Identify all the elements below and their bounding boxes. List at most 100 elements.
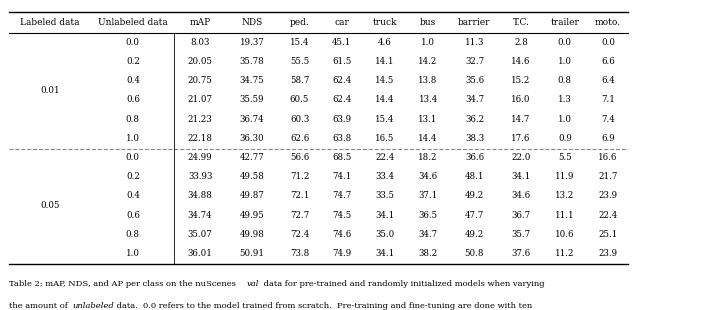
- Text: 21.23: 21.23: [188, 115, 212, 124]
- Text: data.  0.0 refers to the model trained from scratch.  Pre-training and fine-tuni: data. 0.0 refers to the model trained fr…: [114, 302, 532, 310]
- Text: data for pre-trained and randomly initialized models when varying: data for pre-trained and randomly initia…: [261, 280, 544, 288]
- Text: 21.07: 21.07: [188, 95, 212, 104]
- Text: 61.5: 61.5: [332, 57, 351, 66]
- Text: 1.0: 1.0: [558, 57, 572, 66]
- Text: 36.7: 36.7: [511, 211, 531, 220]
- Text: 0.9: 0.9: [558, 134, 572, 143]
- Text: 15.4: 15.4: [375, 115, 395, 124]
- Text: 0.0: 0.0: [601, 38, 615, 47]
- Text: 58.7: 58.7: [290, 76, 309, 85]
- Text: 34.7: 34.7: [465, 95, 484, 104]
- Text: the amount of: the amount of: [9, 302, 70, 310]
- Text: 25.1: 25.1: [598, 230, 618, 239]
- Text: 13.8: 13.8: [418, 76, 438, 85]
- Text: truck: truck: [372, 19, 397, 28]
- Text: 13.4: 13.4: [418, 95, 438, 104]
- Text: 33.5: 33.5: [375, 192, 395, 201]
- Text: 15.2: 15.2: [511, 76, 531, 85]
- Text: 62.4: 62.4: [332, 95, 351, 104]
- Text: 0.4: 0.4: [126, 76, 140, 85]
- Text: 0.0: 0.0: [558, 38, 572, 47]
- Text: 74.9: 74.9: [332, 249, 351, 258]
- Text: 50.91: 50.91: [240, 249, 264, 258]
- Text: 16.0: 16.0: [511, 95, 531, 104]
- Text: 19.37: 19.37: [240, 38, 264, 47]
- Text: 20.75: 20.75: [188, 76, 212, 85]
- Text: 35.6: 35.6: [465, 76, 484, 85]
- Text: 38.2: 38.2: [418, 249, 438, 258]
- Text: 33.4: 33.4: [375, 172, 395, 181]
- Text: 34.6: 34.6: [418, 172, 438, 181]
- Text: 0.05: 0.05: [40, 201, 60, 210]
- Text: 2.8: 2.8: [514, 38, 528, 47]
- Text: moto.: moto.: [595, 19, 621, 28]
- Text: ped.: ped.: [289, 19, 310, 28]
- Text: 49.58: 49.58: [240, 172, 264, 181]
- Text: 35.0: 35.0: [375, 230, 395, 239]
- Text: 14.1: 14.1: [375, 57, 395, 66]
- Text: 55.5: 55.5: [290, 57, 309, 66]
- Text: 13.2: 13.2: [555, 192, 575, 201]
- Text: 36.01: 36.01: [188, 249, 212, 258]
- Text: 50.8: 50.8: [464, 249, 485, 258]
- Text: 8.03: 8.03: [191, 38, 210, 47]
- Text: 36.5: 36.5: [418, 211, 438, 220]
- Text: 11.1: 11.1: [555, 211, 575, 220]
- Text: 15.4: 15.4: [290, 38, 309, 47]
- Text: 0.6: 0.6: [126, 211, 140, 220]
- Text: 74.1: 74.1: [332, 172, 351, 181]
- Text: 74.5: 74.5: [332, 211, 351, 220]
- Text: 72.7: 72.7: [290, 211, 309, 220]
- Text: 24.99: 24.99: [188, 153, 212, 162]
- Text: 22.0: 22.0: [511, 153, 531, 162]
- Text: 0.8: 0.8: [558, 76, 572, 85]
- Text: Labeled data: Labeled data: [20, 19, 80, 28]
- Text: 34.7: 34.7: [418, 230, 438, 239]
- Text: bus: bus: [420, 19, 436, 28]
- Text: mAP: mAP: [189, 19, 211, 28]
- Text: 16.6: 16.6: [598, 153, 618, 162]
- Text: 34.1: 34.1: [375, 211, 395, 220]
- Text: 6.9: 6.9: [601, 134, 615, 143]
- Text: 0.01: 0.01: [40, 86, 60, 95]
- Text: 0.8: 0.8: [126, 115, 140, 124]
- Text: 33.93: 33.93: [188, 172, 212, 181]
- Text: 14.6: 14.6: [511, 57, 531, 66]
- Text: 0.0: 0.0: [126, 153, 140, 162]
- Text: 5.5: 5.5: [558, 153, 572, 162]
- Text: T.C.: T.C.: [513, 19, 529, 28]
- Text: 62.4: 62.4: [332, 76, 351, 85]
- Text: 16.5: 16.5: [375, 134, 395, 143]
- Text: 68.5: 68.5: [332, 153, 351, 162]
- Text: trailer: trailer: [550, 19, 580, 28]
- Text: 60.3: 60.3: [290, 115, 309, 124]
- Text: 63.9: 63.9: [332, 115, 351, 124]
- Text: 47.7: 47.7: [465, 211, 484, 220]
- Text: unlabeled: unlabeled: [73, 302, 114, 310]
- Text: 34.74: 34.74: [188, 211, 212, 220]
- Text: 35.07: 35.07: [188, 230, 212, 239]
- Text: 62.6: 62.6: [290, 134, 309, 143]
- Text: 0.2: 0.2: [126, 57, 140, 66]
- Text: 14.4: 14.4: [418, 134, 438, 143]
- Text: 49.95: 49.95: [240, 211, 264, 220]
- Text: 13.1: 13.1: [418, 115, 438, 124]
- Text: 1.0: 1.0: [421, 38, 435, 47]
- Text: 34.88: 34.88: [188, 192, 212, 201]
- Text: 1.0: 1.0: [558, 115, 572, 124]
- Text: 56.6: 56.6: [290, 153, 309, 162]
- Text: 22.4: 22.4: [598, 211, 618, 220]
- Text: 11.2: 11.2: [555, 249, 575, 258]
- Text: 22.4: 22.4: [375, 153, 395, 162]
- Text: 35.59: 35.59: [240, 95, 264, 104]
- Text: 14.4: 14.4: [375, 95, 395, 104]
- Text: 60.5: 60.5: [290, 95, 309, 104]
- Text: 22.18: 22.18: [188, 134, 212, 143]
- Text: 1.3: 1.3: [558, 95, 572, 104]
- Text: 34.1: 34.1: [375, 249, 395, 258]
- Text: 32.7: 32.7: [465, 57, 484, 66]
- Text: 35.78: 35.78: [240, 57, 264, 66]
- Text: 0.4: 0.4: [126, 192, 140, 201]
- Text: 11.9: 11.9: [555, 172, 575, 181]
- Text: 10.6: 10.6: [555, 230, 575, 239]
